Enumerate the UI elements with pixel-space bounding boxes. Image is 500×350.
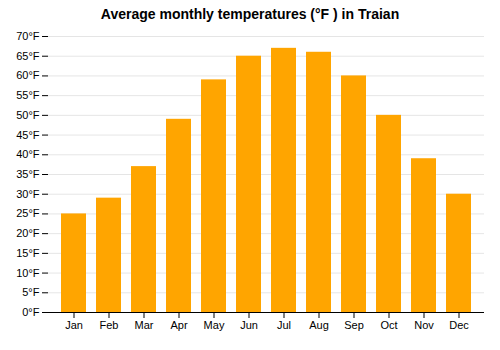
svg-text:Dec: Dec [449,319,469,331]
svg-text:Mar: Mar [135,319,154,331]
svg-text:10°F: 10°F [16,267,40,279]
svg-text:Jun: Jun [240,319,258,331]
svg-text:Nov: Nov [414,319,434,331]
svg-text:65°F: 65°F [16,50,40,62]
svg-text:Jul: Jul [277,319,291,331]
svg-text:55°F: 55°F [16,89,40,101]
svg-text:Aug: Aug [309,319,329,331]
svg-text:70°F: 70°F [16,30,40,42]
svg-text:5°F: 5°F [22,286,40,298]
svg-text:50°F: 50°F [16,109,40,121]
svg-text:30°F: 30°F [16,188,40,200]
svg-text:20°F: 20°F [16,227,40,239]
svg-text:Sep: Sep [344,319,364,331]
svg-text:Apr: Apr [170,319,187,331]
svg-text:Jan: Jan [65,319,83,331]
svg-text:Feb: Feb [100,319,119,331]
svg-text:45°F: 45°F [16,129,40,141]
svg-text:0°F: 0°F [22,306,40,318]
svg-text:May: May [204,319,225,331]
svg-text:40°F: 40°F [16,148,40,160]
html-text:Average monthly temperatures (: Average monthly temperatures (°F ) in Tr… [100,6,400,22]
svg-text:Oct: Oct [380,319,397,331]
svg-text:25°F: 25°F [16,207,40,219]
svg-text:35°F: 35°F [16,168,40,180]
svg-text:60°F: 60°F [16,69,40,81]
svg-text:15°F: 15°F [16,247,40,259]
